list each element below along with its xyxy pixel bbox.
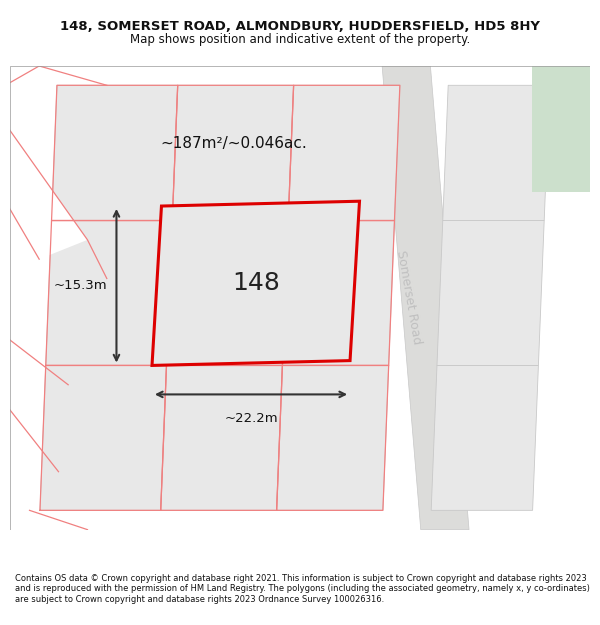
- Polygon shape: [283, 221, 394, 366]
- Polygon shape: [5, 124, 88, 259]
- Polygon shape: [166, 221, 288, 366]
- Polygon shape: [40, 366, 166, 511]
- Text: ~22.2m: ~22.2m: [224, 412, 278, 425]
- Polygon shape: [382, 66, 469, 529]
- Text: ~15.3m: ~15.3m: [53, 279, 107, 292]
- Polygon shape: [532, 66, 590, 191]
- Polygon shape: [277, 366, 389, 511]
- Polygon shape: [288, 85, 400, 221]
- Polygon shape: [152, 201, 359, 366]
- Text: Contains OS data © Crown copyright and database right 2021. This information is : Contains OS data © Crown copyright and d…: [15, 574, 590, 604]
- Text: 148, SOMERSET ROAD, ALMONDBURY, HUDDERSFIELD, HD5 8HY: 148, SOMERSET ROAD, ALMONDBURY, HUDDERSF…: [60, 20, 540, 33]
- Text: Map shows position and indicative extent of the property.: Map shows position and indicative extent…: [130, 32, 470, 46]
- Polygon shape: [161, 366, 283, 511]
- Text: ~187m²/~0.046ac.: ~187m²/~0.046ac.: [160, 136, 307, 151]
- Polygon shape: [46, 221, 172, 366]
- Polygon shape: [443, 85, 550, 221]
- Polygon shape: [431, 366, 538, 511]
- Polygon shape: [437, 221, 544, 366]
- Polygon shape: [172, 85, 293, 221]
- Text: Somerset Road: Somerset Road: [394, 250, 424, 346]
- Text: 148: 148: [232, 271, 280, 296]
- Polygon shape: [52, 85, 178, 221]
